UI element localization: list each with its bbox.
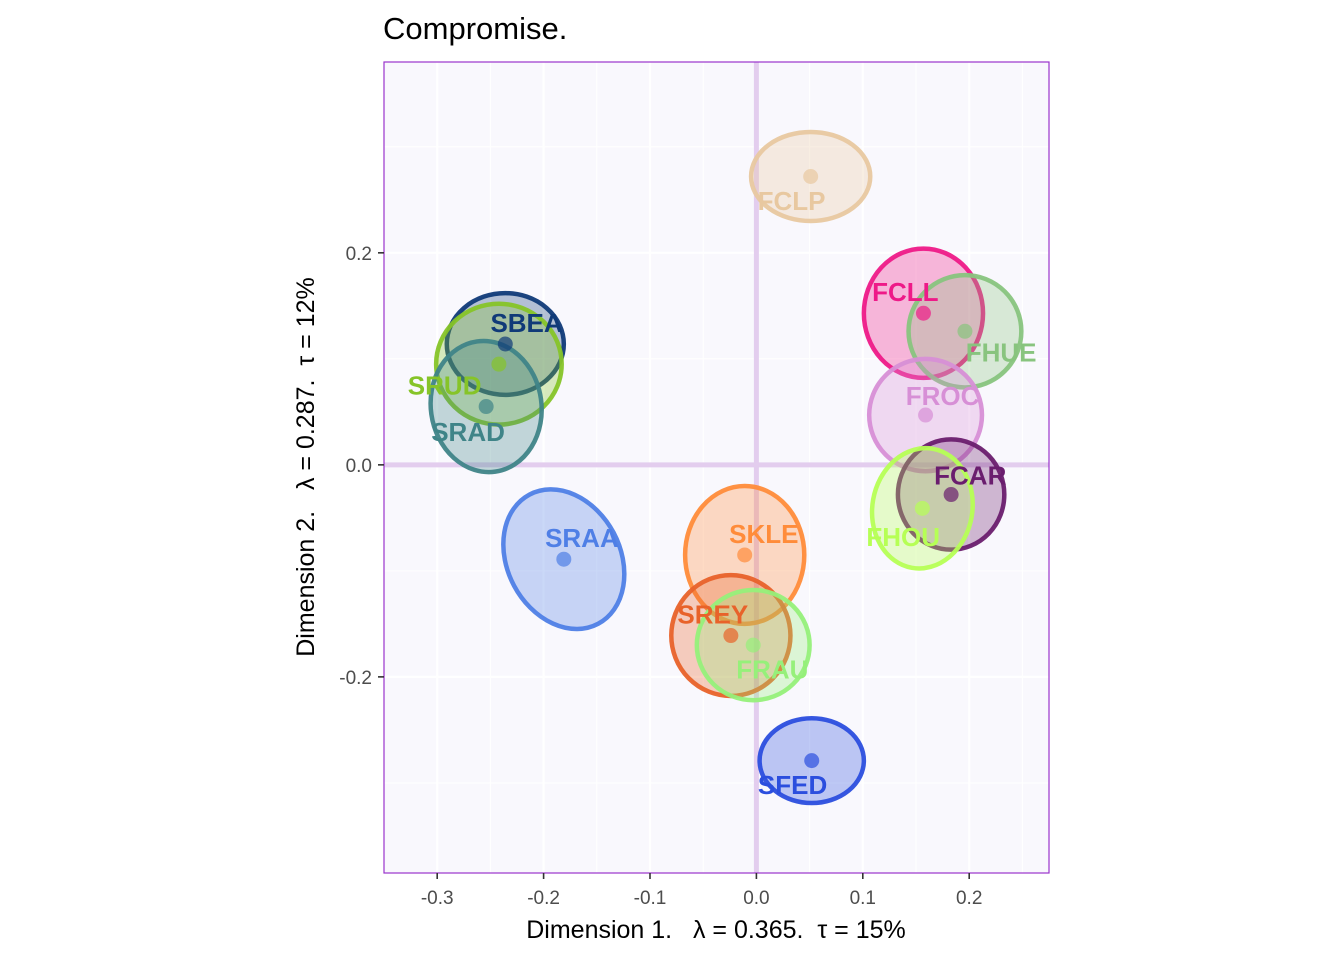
point-fhou <box>914 500 930 516</box>
y-tick-label: 0.2 <box>346 244 372 265</box>
x-axis-ticks: -0.3 -0.2 -0.1 0.0 0.1 0.2 <box>421 873 982 909</box>
label-frau: FRAU <box>736 654 808 684</box>
label-skle: SKLE <box>729 519 798 549</box>
label-fclp: FCLP <box>758 186 826 216</box>
x-tick-label: -0.3 <box>421 888 454 909</box>
point-sfed <box>804 753 820 769</box>
chart-title: Compromise. <box>383 11 567 46</box>
x-axis-title: Dimension 1. λ = 0.365. τ = 15% <box>526 916 906 944</box>
y-axis-ticks: -0.2 0.0 0.2 <box>339 244 384 689</box>
x-tick-label: 0.2 <box>956 888 982 909</box>
label-srud: SRUD <box>408 370 482 400</box>
y-tick-label: -0.2 <box>339 668 372 689</box>
y-tick-label: 0.0 <box>346 456 372 477</box>
x-tick-label: -0.1 <box>634 888 667 909</box>
label-srey: SREY <box>677 599 748 629</box>
point-labels: FCLP FCLL FHUE FROC FCAR FHOU SBEA SRUD SRAD SRAA… <box>408 186 1037 800</box>
plot-border <box>383 61 1050 874</box>
label-sraa: SRAA <box>545 523 619 553</box>
y-axis-title: Dimension 2. λ = 0.287. τ = 12% <box>292 277 320 657</box>
label-sfed: SFED <box>758 770 827 800</box>
x-tick-label: -0.2 <box>527 888 560 909</box>
label-sbea: SBEA <box>490 308 562 338</box>
point-fhue <box>957 323 973 339</box>
label-srad: SRAD <box>431 417 505 447</box>
point-fcar <box>943 487 959 503</box>
point-fcll <box>915 305 931 321</box>
label-fcar: FCAR <box>934 460 1006 490</box>
label-fhue: FHUE <box>966 337 1037 367</box>
plot-background <box>384 62 1049 873</box>
label-froc: FROC <box>906 381 980 411</box>
point-srad <box>478 399 494 415</box>
point-skle <box>737 547 753 563</box>
x-tick-label: 0.1 <box>850 888 876 909</box>
point-frau <box>745 637 761 653</box>
label-fcll: FCLL <box>872 277 939 307</box>
label-fhou: FHOU <box>866 522 940 552</box>
x-tick-label: 0.0 <box>743 888 769 909</box>
data-points <box>478 168 973 769</box>
point-srey <box>723 628 739 644</box>
point-froc <box>918 407 934 423</box>
point-fclp <box>803 168 819 184</box>
point-sraa <box>556 551 572 567</box>
point-srud <box>491 356 507 372</box>
point-sbea <box>497 336 513 352</box>
